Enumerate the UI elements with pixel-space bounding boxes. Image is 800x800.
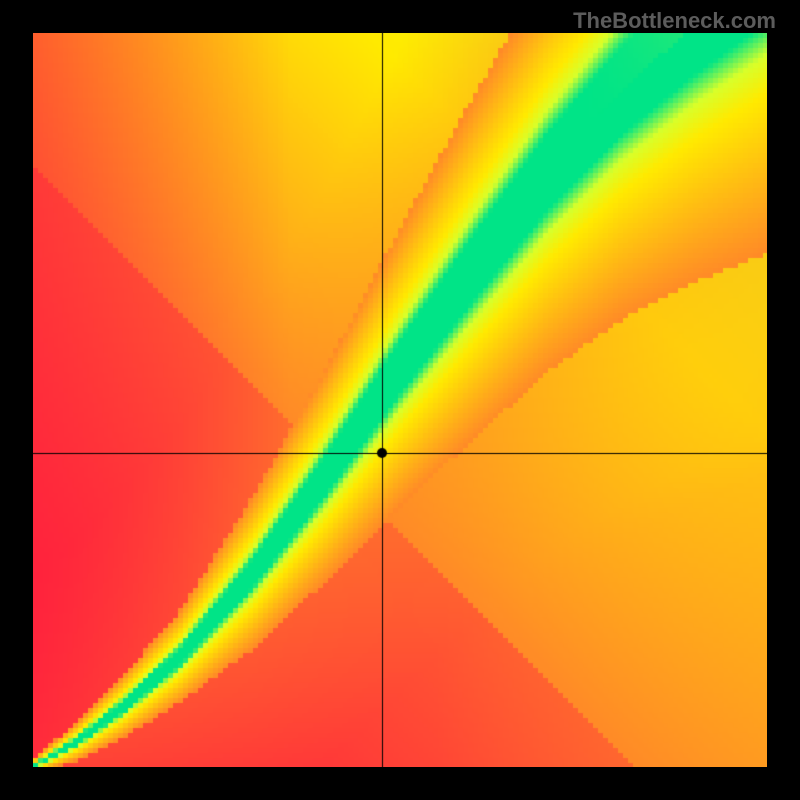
watermark-text: TheBottleneck.com bbox=[573, 8, 776, 34]
heatmap-canvas bbox=[33, 33, 767, 767]
plot-frame bbox=[33, 33, 767, 767]
